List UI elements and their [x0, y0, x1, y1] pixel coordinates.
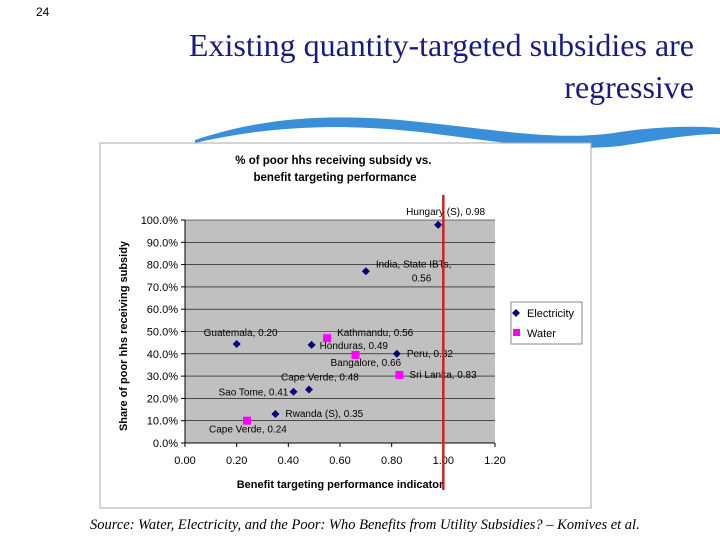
data-point-electricity [289, 387, 298, 396]
x-tick-label: 0.60 [329, 455, 350, 467]
data-point-electricity [392, 349, 401, 358]
data-label: Rwanda (S), 0.35 [285, 409, 363, 420]
y-tick-label: 50.0% [147, 327, 178, 339]
legend-water: Water [527, 328, 556, 340]
y-tick-label: 20.0% [147, 393, 178, 405]
y-tick-label: 60.0% [147, 304, 178, 316]
x-tick-label: 1.20 [484, 455, 505, 467]
data-point-water [395, 370, 404, 379]
decorative-wave [195, 117, 720, 148]
y-tick-label: 0.0% [153, 438, 178, 450]
x-tick-label: 0.80 [381, 455, 402, 467]
legend: Electricity Water [510, 301, 583, 345]
x-tick-label: 0.20 [226, 455, 247, 467]
data-point-electricity [307, 340, 316, 349]
data-label: Cape Verde, 0.24 [209, 425, 287, 436]
slide-number: 24 [36, 5, 50, 19]
y-tick-label: 10.0% [147, 416, 178, 428]
data-label: India, State IBTs, [376, 259, 452, 270]
data-point-electricity [305, 385, 313, 394]
data-point-electricity [232, 339, 241, 348]
data-label: 0.56 [412, 273, 432, 284]
legend-diamond-icon [512, 309, 520, 317]
data-point-electricity [361, 267, 370, 276]
y-tick-label: 100.0% [141, 215, 179, 227]
x-tick-label: 0.00 [174, 455, 195, 467]
chart-title-line2: benefit targeting performance [254, 172, 417, 184]
data-point-electricity [434, 220, 443, 229]
y-axis-label: Share of poor hhs receiving subsidy [118, 240, 130, 431]
data-point-water [323, 334, 332, 343]
data-point-electricity [271, 410, 280, 419]
data-label: Kathmandu, 0.56 [337, 328, 414, 339]
chart-title-line1: % of poor hhs receiving subsidy vs. [235, 155, 431, 167]
y-tick-label: 70.0% [147, 282, 178, 294]
y-tick-label: 30.0% [147, 371, 178, 383]
data-point-water [351, 350, 360, 359]
legend-electricity: Electricity [527, 308, 575, 320]
y-tick-label: 40.0% [147, 349, 178, 361]
x-tick-label: 0.40 [278, 455, 299, 467]
data-label: Guatemala, 0.20 [204, 328, 278, 339]
y-tick-label: 80.0% [147, 260, 178, 272]
data-label: Cape Verde, 0.48 [281, 372, 359, 383]
data-label: Peru, 0.82 [407, 349, 454, 360]
y-tick-label: 90.0% [147, 237, 178, 249]
slide-title: Existing quantity-targeted subsidies are… [188, 27, 694, 105]
source-citation: Source: Water, Electricity, and the Poor… [90, 517, 640, 533]
x-axis-label: Benefit targeting performance indicator [237, 479, 444, 491]
data-label: Sao Tome, 0.41 [219, 388, 289, 399]
chart-title: % of poor hhs receiving subsidy vs. bene… [235, 155, 434, 184]
data-label: Honduras, 0.49 [320, 341, 389, 352]
data-label: Hungary (S), 0.98 [406, 207, 485, 218]
data-point-water [243, 416, 251, 425]
legend-square-icon [513, 329, 520, 336]
data-label: Bangalore, 0.66 [331, 358, 402, 369]
